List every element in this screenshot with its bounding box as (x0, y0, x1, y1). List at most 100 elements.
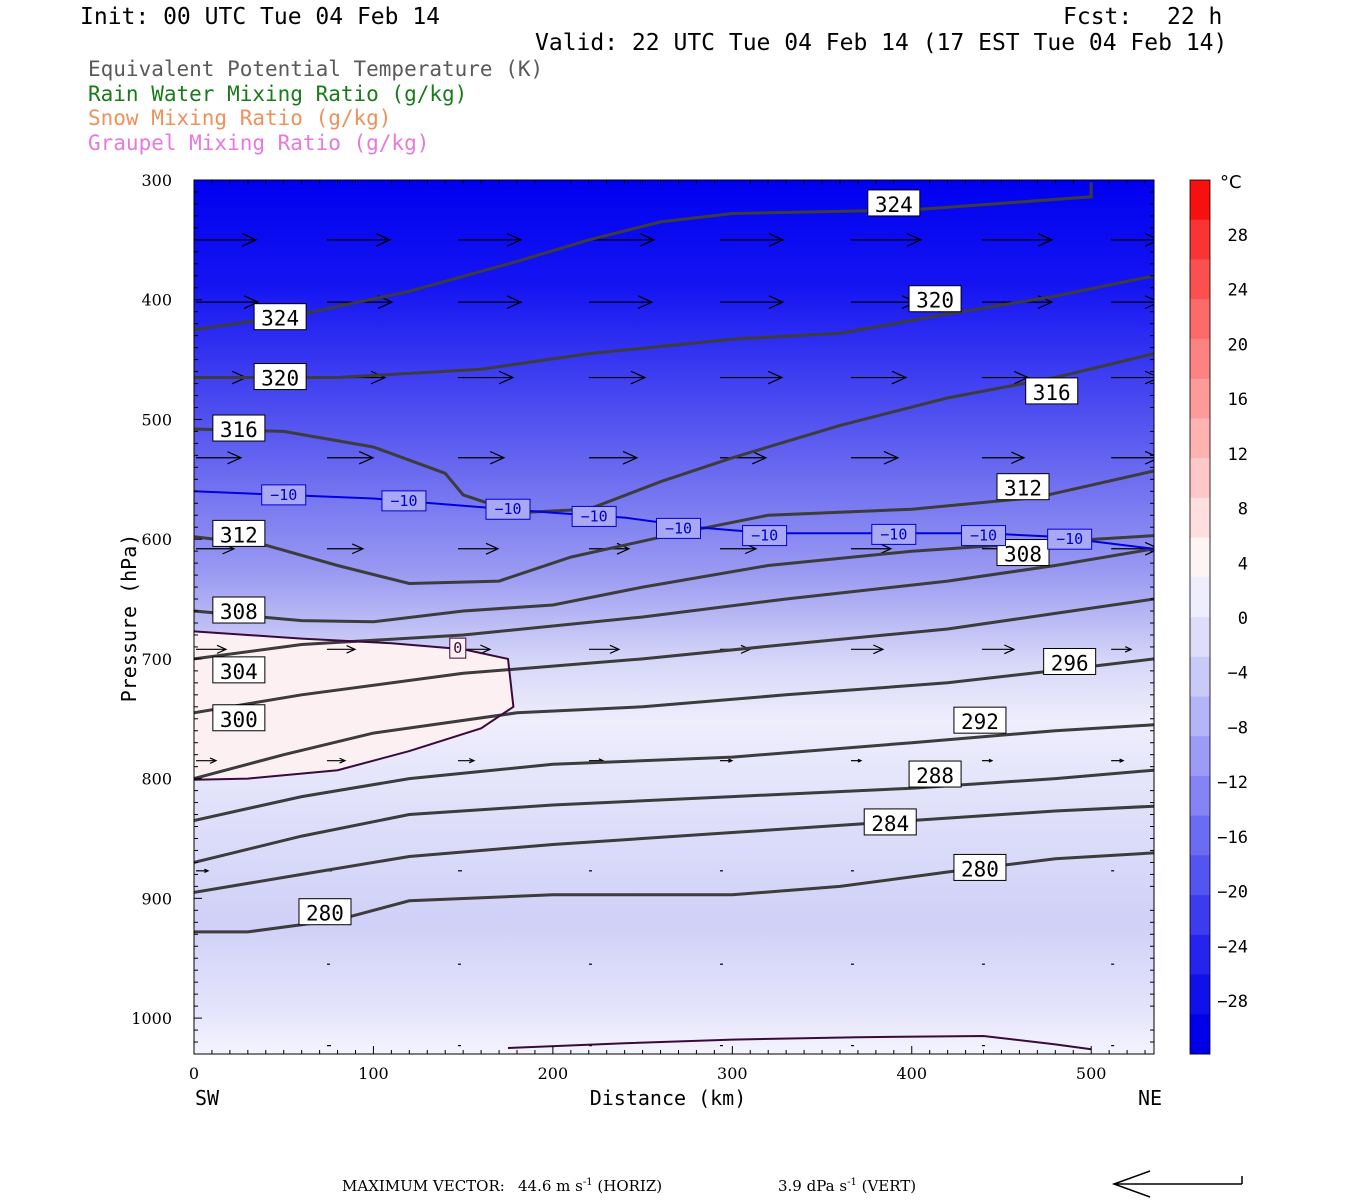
wind-vector-head (485, 542, 500, 555)
y-tick-label: 400 (141, 291, 172, 310)
colorbar-label: 8 (1238, 500, 1248, 520)
colorbar-label: 28 (1228, 226, 1248, 246)
wind-vector (588, 233, 656, 247)
colorbar-label: 4 (1238, 554, 1248, 574)
legend-graupel: Graupel Mixing Ratio (g/kg) (88, 131, 430, 155)
isotherm-label: −10 (485, 498, 531, 520)
theta-e-contour-292 (194, 723, 1154, 822)
theta-e-contour-312 (194, 469, 1154, 586)
wind-vector (850, 758, 863, 763)
theta-e-label: 324 (867, 189, 921, 217)
forecast-hour: 22 h (1167, 4, 1223, 30)
wind-vector-head (622, 450, 639, 465)
colorbar-swatch (1190, 855, 1210, 896)
colorbar-label: −4 (1228, 664, 1248, 684)
theta-e-label-box (253, 303, 307, 331)
colorbar-label: −16 (1217, 828, 1248, 848)
theta-e-contour-288 (194, 768, 1154, 864)
theta-e-contour-324 (194, 182, 1093, 332)
isotherm-label-box (261, 484, 307, 506)
y-tick-label: 800 (141, 770, 172, 789)
wind-vector (196, 644, 228, 654)
theta-e-contour-320 (194, 274, 1154, 379)
wind-vector-head (768, 295, 785, 309)
theta-e-label-box (212, 596, 266, 624)
horiz-tag: (HORIZ) (597, 1177, 663, 1195)
isotherm-label: −10 (1047, 528, 1093, 550)
wind-vector-head (1144, 370, 1154, 385)
wind-vector-head (339, 757, 347, 764)
wind-vector (850, 644, 885, 655)
theta-e-label-text: 324 (261, 307, 299, 331)
wind-vector-head (506, 295, 523, 309)
wind-vector-head (883, 450, 900, 465)
wind-vector-head (498, 370, 515, 385)
isotherm-label: −10 (961, 525, 1007, 547)
wind-vector (196, 451, 243, 465)
wind-vector (1111, 758, 1125, 763)
isotherm-label-text: −10 (270, 486, 297, 504)
theta-e-label-box (953, 706, 1007, 734)
colorbar-unit: °C (1220, 172, 1242, 193)
theta-e-label-text: 312 (1004, 477, 1042, 501)
wind-vector (196, 233, 258, 247)
colorbar-swatch (1190, 1014, 1210, 1055)
wind-vector-head (906, 233, 923, 247)
sw-label: SW (195, 1086, 220, 1110)
colorbar-swatch (1190, 974, 1210, 1015)
theta-e-contour-284 (194, 804, 1154, 894)
y-tick-label: 500 (141, 410, 172, 429)
theta-e-label-box (253, 363, 307, 391)
max-vector-arrow (1111, 1170, 1243, 1198)
isotherm-label-box (961, 525, 1007, 547)
colorbar-swatch (1190, 299, 1210, 340)
wind-vector (457, 295, 523, 309)
wind-vector-head (489, 451, 506, 465)
wind-vector (981, 758, 994, 763)
theta-e-label-box (908, 285, 962, 313)
isotherm-label: −10 (655, 517, 701, 539)
colorbar-swatch (1190, 338, 1210, 380)
horiz-value: 44.6 m s (518, 1177, 583, 1195)
wind-vector-head (506, 233, 523, 247)
isotherm-label-box (655, 517, 701, 539)
isotherm-label: −10 (871, 523, 917, 545)
colorbar-swatch (1190, 418, 1210, 459)
theta-e-label: 304 (212, 656, 266, 684)
colorbar-swatch (1190, 180, 1210, 221)
legend-snow: Snow Mixing Ratio (g/kg) (88, 106, 392, 130)
isotherm-label-text: −10 (581, 507, 608, 525)
theta-e-label-text: 304 (220, 660, 258, 684)
wind-vector-head (988, 758, 994, 763)
colorbar-swatch (1190, 934, 1210, 976)
wind-vector-head (346, 644, 357, 654)
wind-vector-head (480, 644, 492, 655)
isotherm-label: 0 (449, 637, 467, 659)
wind-vector (850, 542, 893, 555)
wind-vector-head (1004, 644, 1016, 655)
horiz-exponent: -1 (582, 1177, 593, 1188)
theta-e-label-box (212, 656, 266, 684)
wind-vector-head (878, 542, 893, 555)
wind-vector-head (767, 370, 784, 385)
isotherm-label-text: −10 (494, 500, 521, 518)
theta-e-label-box (212, 704, 266, 732)
theta-e-label: 308 (996, 539, 1050, 567)
wind-vector (981, 233, 1054, 247)
x-axis-label: Distance (km) (590, 1086, 747, 1110)
y-axis-label: Pressure (hPa) (117, 534, 141, 703)
theta-e-label: 300 (212, 704, 266, 732)
x-tick-label: 300 (717, 1064, 748, 1083)
isotherm-label: −10 (742, 525, 788, 547)
theta-e-label: 288 (908, 760, 962, 788)
wind-vector-head (1119, 758, 1125, 763)
wind-vector (457, 451, 506, 465)
isotherm-label-box (381, 490, 427, 512)
wind-vector (1111, 370, 1154, 385)
theta-e-label-box (1043, 647, 1097, 675)
isotherm-label-text: −10 (751, 527, 778, 545)
wind-vector-head (1144, 295, 1154, 309)
colorbar-swatch (1190, 736, 1210, 777)
isotherm-label-text: −10 (390, 492, 417, 510)
wind-vector (719, 451, 768, 465)
